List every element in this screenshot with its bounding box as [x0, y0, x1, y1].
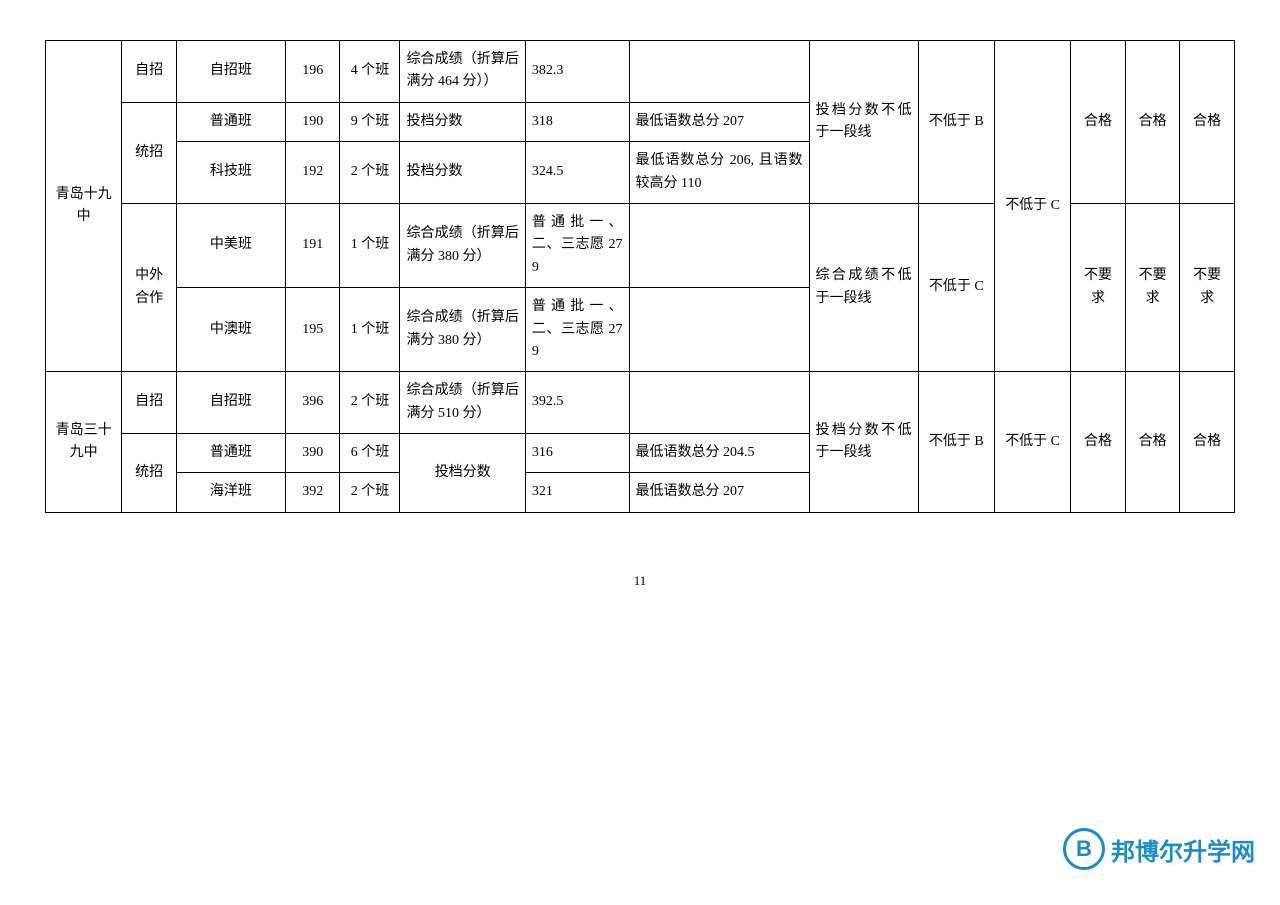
- table-cell: 不要求: [1125, 203, 1180, 371]
- table-cell: 自招: [122, 372, 177, 434]
- table-cell: 2 个班: [340, 372, 400, 434]
- watermark: B 邦博尔升学网: [1063, 828, 1255, 870]
- table-cell: 海洋班: [176, 473, 285, 512]
- table-cell: 1 个班: [340, 288, 400, 372]
- table-cell: 合格: [1125, 41, 1180, 204]
- table-cell: 4 个班: [340, 41, 400, 103]
- table-cell: 普通班: [176, 434, 285, 473]
- table-cell: 青岛十九中: [46, 41, 122, 372]
- table-cell: 合格: [1071, 372, 1126, 513]
- table-cell: 青岛三十九中: [46, 372, 122, 513]
- table-cell: 自招班: [176, 372, 285, 434]
- table-cell: 不低于 C: [994, 41, 1070, 372]
- table-cell: 最低语数总分 204.5: [629, 434, 809, 473]
- table-cell: 自招班: [176, 41, 285, 103]
- table-row: 青岛三十九中自招自招班3962 个班综合成绩（折算后满分 510 分）392.5…: [46, 372, 1235, 434]
- admission-table: 青岛十九中自招自招班1964 个班综合成绩（折算后满分 464 分））382.3…: [45, 40, 1235, 513]
- table-cell: 合格: [1180, 41, 1235, 204]
- table-cell: 最低语数总分 207: [629, 473, 809, 512]
- table-cell: 中澳班: [176, 288, 285, 372]
- table-cell: 投档分数: [400, 102, 525, 141]
- table-cell: 最低语数总分 207: [629, 102, 809, 141]
- table-cell: [629, 372, 809, 434]
- table-cell: 196: [285, 41, 340, 103]
- table-cell: 投档分数不低于一段线: [809, 372, 918, 513]
- table-cell: 不低于 C: [994, 372, 1070, 513]
- table-cell: 318: [525, 102, 629, 141]
- table-cell: 统招: [122, 434, 177, 513]
- table-cell: 9 个班: [340, 102, 400, 141]
- table-cell: [629, 288, 809, 372]
- table-cell: 投档分数不低于一段线: [809, 41, 918, 204]
- table-cell: 合格: [1180, 372, 1235, 513]
- table-cell: 普通班: [176, 102, 285, 141]
- table-cell: 1 个班: [340, 203, 400, 287]
- table-cell: 190: [285, 102, 340, 141]
- table-cell: 382.3: [525, 41, 629, 103]
- table-cell: 2 个班: [340, 473, 400, 512]
- table-cell: 中美班: [176, 203, 285, 287]
- table-cell: 普通批一、二、三志愿 279: [525, 203, 629, 287]
- table-cell: 6 个班: [340, 434, 400, 473]
- table-cell: 综合成绩（折算后满分 380 分）: [400, 203, 525, 287]
- table-cell: [629, 41, 809, 103]
- table-cell: 2 个班: [340, 142, 400, 204]
- page-number: 11: [40, 573, 1240, 589]
- table-cell: 不低于 B: [918, 41, 994, 204]
- table-cell: 不低于 C: [918, 203, 994, 371]
- table-cell: 综合成绩（折算后满分 510 分）: [400, 372, 525, 434]
- watermark-logo-icon: B: [1063, 828, 1105, 870]
- table-cell: 不要求: [1180, 203, 1235, 371]
- table-cell: 投档分数: [400, 434, 525, 513]
- table-cell: 392.5: [525, 372, 629, 434]
- table-cell: 396: [285, 372, 340, 434]
- watermark-text: 邦博尔升学网: [1111, 832, 1255, 867]
- table-row: 青岛十九中自招自招班1964 个班综合成绩（折算后满分 464 分））382.3…: [46, 41, 1235, 103]
- table-cell: 191: [285, 203, 340, 287]
- table-cell: 合格: [1125, 372, 1180, 513]
- table-cell: 合格: [1071, 41, 1126, 204]
- table-cell: [629, 203, 809, 287]
- table-cell: 324.5: [525, 142, 629, 204]
- table-cell: 中外合作: [122, 203, 177, 371]
- table-cell: 普通批一、二、三志愿 279: [525, 288, 629, 372]
- table-cell: 不要求: [1071, 203, 1126, 371]
- table-cell: 195: [285, 288, 340, 372]
- table-cell: 综合成绩（折算后满分 380 分）: [400, 288, 525, 372]
- table-cell: 321: [525, 473, 629, 512]
- table-cell: 192: [285, 142, 340, 204]
- table-cell: 316: [525, 434, 629, 473]
- table-cell: 392: [285, 473, 340, 512]
- table-cell: 自招: [122, 41, 177, 103]
- table-cell: 最低语数总分 206, 且语数较高分 110: [629, 142, 809, 204]
- table-cell: 科技班: [176, 142, 285, 204]
- table-cell: 统招: [122, 102, 177, 203]
- table-cell: 投档分数: [400, 142, 525, 204]
- table-cell: 综合成绩（折算后满分 464 分））: [400, 41, 525, 103]
- table-cell: 不低于 B: [918, 372, 994, 513]
- table-cell: 综合成绩不低于一段线: [809, 203, 918, 371]
- table-cell: 390: [285, 434, 340, 473]
